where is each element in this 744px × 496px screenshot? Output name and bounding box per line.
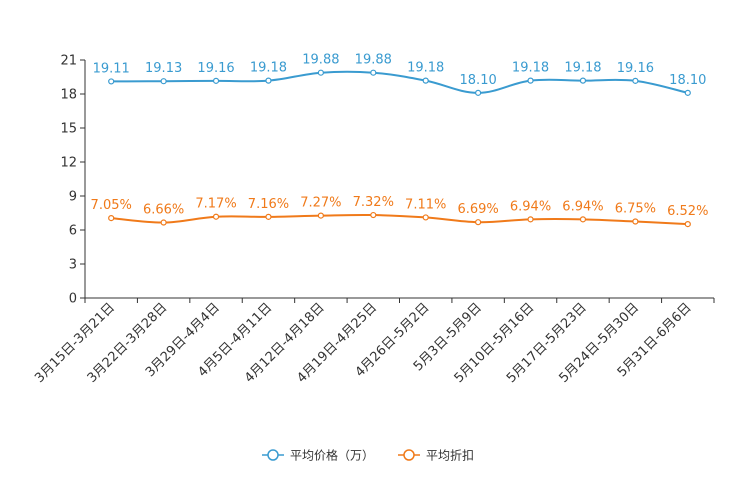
data-label: 7.16% [248, 197, 289, 212]
data-label: 19.18 [250, 61, 287, 76]
data-point[interactable] [475, 219, 482, 226]
legend[interactable]: 平均价格（万） 平均折扣 [262, 448, 474, 463]
data-point[interactable] [632, 77, 639, 84]
legend-item-1[interactable]: 平均折扣 [398, 448, 474, 463]
y-tick-label: 3 [69, 258, 77, 273]
data-label: 19.18 [564, 61, 601, 76]
data-point[interactable] [527, 77, 534, 84]
data-point[interactable] [265, 213, 272, 220]
data-label: 7.05% [91, 198, 132, 213]
data-point[interactable] [475, 89, 482, 96]
data-labels: 19.11 19.13 19.16 19.18 19.88 19.88 19.18 18.10… [91, 53, 709, 219]
y-tick-label: 21 [60, 54, 77, 69]
data-label: 7.27% [300, 196, 341, 211]
data-point[interactable] [108, 78, 115, 85]
data-label: 6.69% [457, 202, 498, 217]
data-point[interactable] [212, 213, 220, 220]
y-tick-label: 6 [69, 224, 77, 239]
legend-label: 平均价格（万） [290, 448, 374, 463]
data-point[interactable] [160, 78, 167, 85]
data-point[interactable] [370, 211, 377, 219]
data-label: 19.18 [512, 61, 549, 76]
data-label: 19.18 [407, 61, 444, 76]
data-label: 6.94% [562, 199, 603, 214]
y-tick-label: 9 [69, 190, 77, 205]
data-point[interactable] [422, 77, 429, 84]
data-label: 7.11% [405, 197, 446, 212]
data-point[interactable] [684, 221, 691, 228]
y-axis-ticks: 0 3 6 9 12 15 18 21 [60, 54, 85, 307]
y-tick-label: 0 [69, 292, 77, 307]
data-label: 6.52% [667, 204, 708, 219]
legend-label: 平均折扣 [426, 448, 474, 463]
series-lines [108, 69, 691, 228]
data-point[interactable] [579, 216, 587, 223]
data-label: 19.11 [93, 61, 130, 76]
data-point[interactable] [684, 89, 691, 96]
legend-marker [267, 449, 279, 461]
data-label: 18.10 [460, 73, 497, 88]
data-point[interactable] [265, 77, 272, 84]
data-point[interactable] [160, 219, 167, 226]
data-point[interactable] [108, 215, 115, 222]
legend-item-0[interactable]: 平均价格（万） [262, 448, 374, 463]
data-label: 7.17% [195, 197, 236, 212]
data-point[interactable] [579, 77, 587, 84]
data-label: 6.75% [615, 202, 656, 217]
data-point[interactable] [422, 214, 429, 221]
series-line-0 [111, 70, 689, 94]
data-label: 6.66% [143, 203, 184, 218]
data-point[interactable] [370, 69, 377, 76]
data-point[interactable] [632, 218, 639, 225]
y-tick-label: 15 [60, 122, 77, 137]
data-point[interactable] [317, 69, 324, 76]
data-label: 18.10 [669, 73, 706, 88]
data-label: 19.88 [355, 53, 392, 68]
data-label: 19.88 [302, 53, 339, 68]
data-label: 19.16 [197, 61, 234, 76]
data-point[interactable] [527, 216, 534, 223]
data-label: 7.32% [353, 195, 394, 210]
series-line-1 [111, 213, 688, 226]
data-point[interactable] [317, 212, 324, 219]
axes: 3月15日-3月21日3月22日-3月28日3月29日-4月4日4月5日-4月1… [32, 60, 715, 386]
data-point[interactable] [212, 77, 220, 84]
y-tick-label: 18 [60, 88, 77, 103]
legend-marker [403, 449, 415, 461]
y-tick-label: 12 [60, 156, 77, 171]
data-label: 19.13 [145, 61, 182, 76]
data-label: 19.16 [617, 61, 654, 76]
data-label: 6.94% [510, 199, 551, 214]
